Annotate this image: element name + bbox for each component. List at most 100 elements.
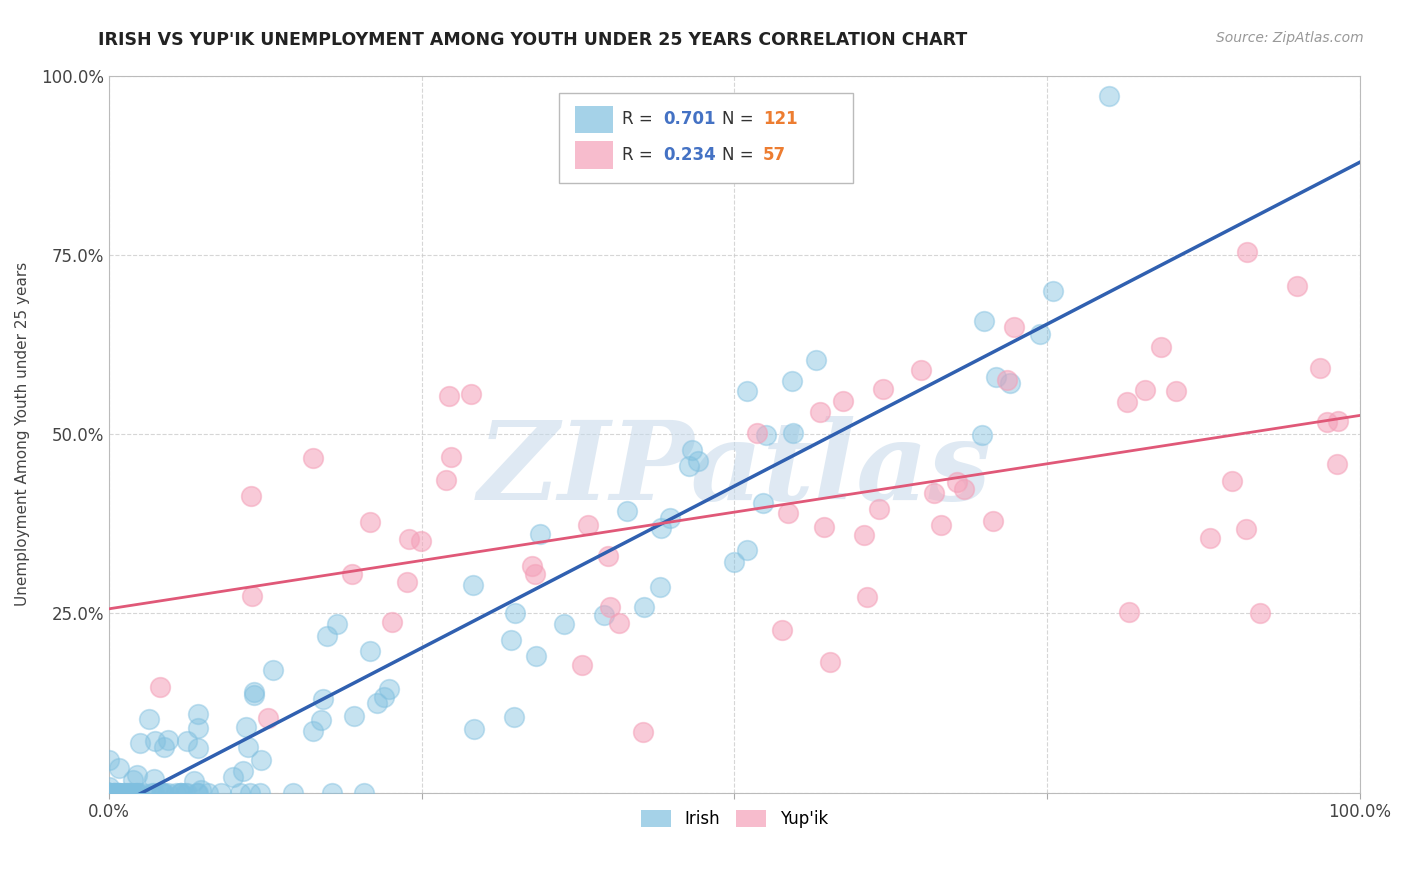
- Point: [176, 786, 198, 800]
- Point: [121, 786, 143, 800]
- Text: 121: 121: [763, 111, 797, 128]
- Point: [132, 786, 155, 800]
- Point: [681, 443, 703, 458]
- Point: [359, 644, 381, 658]
- Point: [250, 753, 273, 767]
- Point: [153, 739, 176, 754]
- Point: [599, 599, 621, 614]
- Point: [752, 495, 775, 509]
- Point: [778, 506, 800, 520]
- Point: [197, 786, 219, 800]
- Point: [240, 589, 263, 603]
- Point: [461, 578, 484, 592]
- Point: [820, 655, 842, 669]
- Point: [596, 549, 619, 563]
- Point: [169, 786, 191, 800]
- Point: [104, 786, 127, 800]
- Point: [571, 658, 593, 673]
- Point: [553, 617, 575, 632]
- Point: [143, 786, 166, 800]
- Point: [872, 382, 894, 396]
- Point: [929, 517, 952, 532]
- Point: [395, 574, 418, 589]
- Text: R =: R =: [621, 111, 658, 128]
- Point: [173, 786, 195, 800]
- Point: [169, 786, 191, 800]
- Point: [98, 786, 121, 800]
- Point: [309, 713, 332, 727]
- Point: [183, 773, 205, 788]
- Point: [576, 518, 599, 533]
- Point: [946, 475, 969, 489]
- Point: [127, 786, 149, 800]
- Text: 0.701: 0.701: [664, 111, 716, 128]
- Point: [1166, 384, 1188, 398]
- Point: [1285, 279, 1308, 293]
- Point: [141, 786, 163, 800]
- Point: [187, 721, 209, 735]
- Point: [503, 710, 526, 724]
- Point: [524, 648, 547, 663]
- Point: [125, 786, 148, 800]
- Point: [98, 753, 121, 767]
- Point: [262, 664, 284, 678]
- Point: [463, 722, 485, 736]
- Point: [678, 459, 700, 474]
- Point: [503, 606, 526, 620]
- Point: [316, 629, 339, 643]
- Point: [98, 786, 121, 800]
- Point: [115, 786, 138, 800]
- Point: [235, 720, 257, 734]
- Point: [1098, 88, 1121, 103]
- Point: [616, 504, 638, 518]
- Point: [853, 528, 876, 542]
- Point: [149, 786, 172, 800]
- Text: Source: ZipAtlas.com: Source: ZipAtlas.com: [1216, 31, 1364, 45]
- Point: [112, 786, 135, 800]
- Point: [366, 696, 388, 710]
- Point: [103, 786, 125, 800]
- Point: [103, 786, 125, 800]
- Point: [832, 394, 855, 409]
- Point: [409, 534, 432, 549]
- Point: [149, 680, 172, 694]
- Point: [1199, 531, 1222, 545]
- Text: IRISH VS YUP'IK UNEMPLOYMENT AMONG YOUTH UNDER 25 YEARS CORRELATION CHART: IRISH VS YUP'IK UNEMPLOYMENT AMONG YOUTH…: [98, 31, 967, 49]
- Point: [98, 786, 121, 800]
- Point: [222, 770, 245, 784]
- Point: [107, 786, 129, 800]
- Point: [176, 733, 198, 747]
- Point: [187, 786, 209, 800]
- Text: 0.234: 0.234: [664, 146, 716, 164]
- Point: [499, 632, 522, 647]
- Point: [98, 786, 121, 800]
- Text: N =: N =: [721, 146, 759, 164]
- Point: [105, 786, 128, 800]
- Point: [998, 376, 1021, 390]
- Point: [439, 389, 461, 403]
- Point: [98, 786, 121, 800]
- Point: [1234, 522, 1257, 536]
- Point: [236, 740, 259, 755]
- Point: [735, 542, 758, 557]
- Point: [321, 786, 343, 800]
- Point: [633, 725, 655, 739]
- Point: [343, 709, 366, 723]
- Point: [359, 515, 381, 529]
- Point: [1028, 326, 1050, 341]
- Point: [1115, 394, 1137, 409]
- Point: [804, 353, 827, 368]
- Point: [152, 786, 174, 800]
- Point: [973, 314, 995, 328]
- Point: [190, 783, 212, 797]
- Point: [1135, 383, 1157, 397]
- Point: [745, 426, 768, 441]
- Point: [138, 712, 160, 726]
- Point: [122, 772, 145, 787]
- Point: [98, 786, 121, 800]
- Point: [120, 786, 142, 800]
- Point: [111, 786, 134, 800]
- Point: [981, 514, 1004, 528]
- Point: [143, 734, 166, 748]
- Point: [105, 786, 128, 800]
